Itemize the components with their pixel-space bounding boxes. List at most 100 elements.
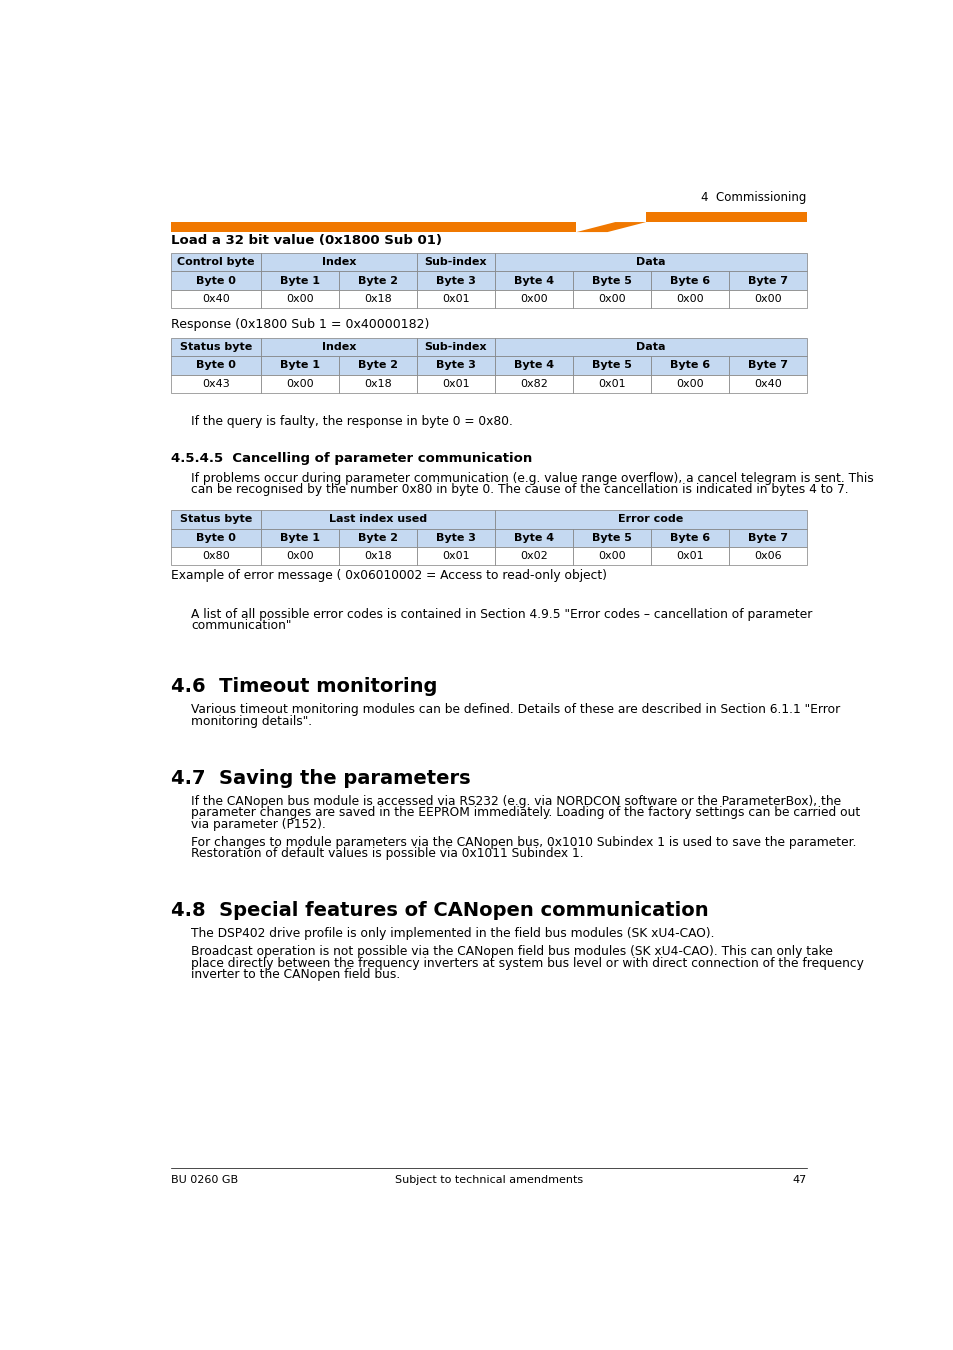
Text: Byte 6: Byte 6 [669, 275, 709, 286]
Text: 4.8  Special features of CANopen communication: 4.8 Special features of CANopen communic… [171, 902, 708, 921]
Bar [171, 271, 260, 290]
Bar [171, 547, 260, 566]
Text: Index: Index [321, 256, 355, 267]
Bar [572, 374, 650, 393]
Bar [338, 271, 416, 290]
Bar [416, 338, 495, 356]
Bar [572, 356, 650, 374]
Bar [338, 356, 416, 374]
Bar [171, 356, 260, 374]
Bar [650, 290, 728, 308]
Bar [260, 356, 338, 374]
Text: Byte 2: Byte 2 [357, 533, 397, 543]
Bar [171, 374, 260, 393]
Text: BU 0260 GB: BU 0260 GB [171, 1174, 238, 1184]
Text: 0x00: 0x00 [286, 551, 314, 562]
Text: 0x00: 0x00 [286, 379, 314, 389]
Text: can be recognised by the number 0x80 in byte 0. The cause of the cancellation is: can be recognised by the number 0x80 in … [192, 483, 848, 495]
Bar [171, 528, 260, 547]
Bar [495, 547, 572, 566]
Bar [645, 212, 806, 221]
Bar [728, 356, 806, 374]
Text: 0x01: 0x01 [441, 379, 469, 389]
Bar [495, 374, 572, 393]
Text: Broadcast operation is not possible via the CANopen field bus modules (SK xU4-CA: Broadcast operation is not possible via … [192, 945, 832, 958]
Text: 4  Commissioning: 4 Commissioning [700, 192, 806, 204]
Text: Data: Data [636, 342, 665, 352]
Text: Byte 7: Byte 7 [747, 533, 787, 543]
Text: 0x43: 0x43 [202, 379, 230, 389]
Bar [650, 271, 728, 290]
Bar [171, 338, 260, 356]
Bar [338, 547, 416, 566]
Text: 4.6  Timeout monitoring: 4.6 Timeout monitoring [171, 678, 437, 697]
Bar [495, 510, 806, 528]
Text: Byte 6: Byte 6 [669, 360, 709, 370]
Text: monitoring details".: monitoring details". [192, 716, 313, 728]
Text: Byte 4: Byte 4 [513, 533, 554, 543]
Bar [650, 356, 728, 374]
Bar [495, 528, 572, 547]
Text: 0x06: 0x06 [753, 551, 781, 562]
Text: Byte 2: Byte 2 [357, 360, 397, 370]
Text: Response (0x1800 Sub 1 = 0x40000182): Response (0x1800 Sub 1 = 0x40000182) [171, 319, 429, 331]
Polygon shape [576, 221, 645, 232]
Text: If problems occur during parameter communication (e.g. value range overflow), a : If problems occur during parameter commu… [192, 471, 873, 485]
Text: Subject to technical amendments: Subject to technical amendments [395, 1174, 582, 1184]
Bar [260, 252, 416, 271]
Text: For changes to module parameters via the CANopen bus, 0x1010 Subindex 1 is used : For changes to module parameters via the… [192, 836, 856, 849]
Bar [260, 338, 416, 356]
Text: Example of error message ( 0x06010002 = Access to read-only object): Example of error message ( 0x06010002 = … [171, 570, 606, 582]
Bar [416, 528, 495, 547]
Bar [572, 547, 650, 566]
Bar [495, 290, 572, 308]
Text: 0x00: 0x00 [598, 551, 625, 562]
Bar [650, 547, 728, 566]
Text: 0x80: 0x80 [202, 551, 230, 562]
Bar [416, 356, 495, 374]
Bar [416, 252, 495, 271]
Text: 0x40: 0x40 [753, 379, 781, 389]
Text: 0x00: 0x00 [675, 379, 702, 389]
Text: Index: Index [321, 342, 355, 352]
Text: The DSP402 drive profile is only implemented in the field bus modules (SK xU4-CA: The DSP402 drive profile is only impleme… [192, 927, 714, 941]
Text: Status byte: Status byte [180, 342, 252, 352]
Text: 0x00: 0x00 [753, 294, 781, 304]
Text: Last index used: Last index used [329, 514, 426, 524]
Bar [338, 290, 416, 308]
Text: Byte 4: Byte 4 [513, 275, 554, 286]
Bar [572, 290, 650, 308]
Bar [416, 290, 495, 308]
Text: Byte 7: Byte 7 [747, 275, 787, 286]
Bar [260, 271, 338, 290]
Bar [171, 510, 260, 528]
Text: Sub-index: Sub-index [424, 256, 487, 267]
Text: Byte 3: Byte 3 [436, 533, 476, 543]
Text: 47: 47 [792, 1174, 806, 1184]
Text: Byte 0: Byte 0 [196, 533, 235, 543]
Bar [171, 290, 260, 308]
Text: 0x18: 0x18 [363, 551, 392, 562]
Text: Various timeout monitoring modules can be defined. Details of these are describe: Various timeout monitoring modules can b… [192, 703, 840, 717]
Bar [495, 356, 572, 374]
Bar [495, 252, 806, 271]
Text: communication": communication" [192, 620, 292, 632]
Text: Control byte: Control byte [177, 256, 254, 267]
Bar [495, 338, 806, 356]
Text: Byte 3: Byte 3 [436, 275, 476, 286]
Bar [650, 528, 728, 547]
Text: 0x18: 0x18 [363, 294, 392, 304]
Text: inverter to the CANopen field bus.: inverter to the CANopen field bus. [192, 968, 400, 981]
Text: Load a 32 bit value (0x1800 Sub 01): Load a 32 bit value (0x1800 Sub 01) [171, 234, 441, 247]
Text: 0x40: 0x40 [202, 294, 230, 304]
Text: 0x00: 0x00 [519, 294, 547, 304]
Bar [260, 547, 338, 566]
Bar [338, 374, 416, 393]
Bar [171, 252, 260, 271]
Text: Byte 3: Byte 3 [436, 360, 476, 370]
Text: 0x00: 0x00 [598, 294, 625, 304]
Text: A list of all possible error codes is contained in Section 4.9.5 "Error codes – : A list of all possible error codes is co… [192, 608, 812, 621]
Text: If the CANopen bus module is accessed via RS232 (e.g. via NORDCON software or th: If the CANopen bus module is accessed vi… [192, 795, 841, 807]
Text: Byte 4: Byte 4 [513, 360, 554, 370]
Bar [728, 547, 806, 566]
